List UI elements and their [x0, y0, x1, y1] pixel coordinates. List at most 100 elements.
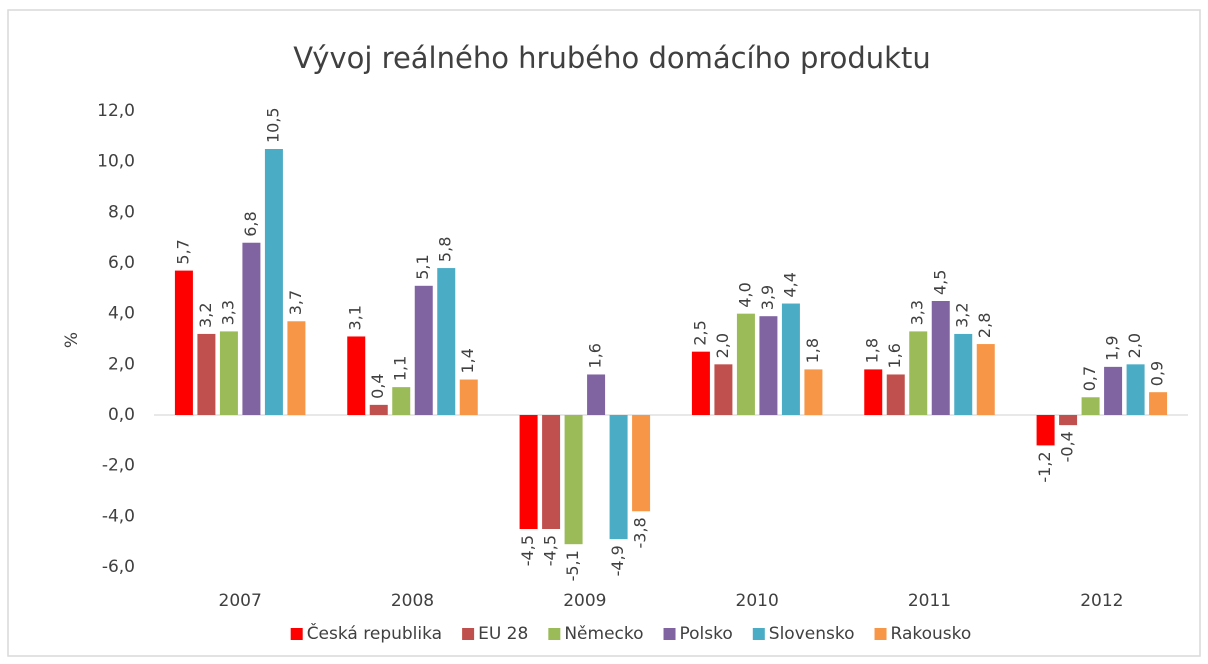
- bar: [1104, 366, 1123, 415]
- data-label: -5,1: [563, 550, 582, 581]
- data-label: 3,2: [196, 302, 215, 327]
- chart-title: Vývoj reálného hrubého domácího produktu: [293, 41, 930, 75]
- bar: [954, 333, 973, 415]
- bar: [219, 331, 238, 415]
- data-label: 1,8: [803, 338, 822, 363]
- data-label: 4,5: [930, 270, 949, 295]
- bar: [414, 285, 433, 415]
- data-label: 1,8: [863, 338, 882, 363]
- data-label: -4,5: [518, 535, 537, 566]
- data-label: 2,0: [713, 333, 732, 358]
- chart-frame: [7, 9, 1201, 657]
- data-label: 0,9: [1148, 361, 1167, 386]
- bar: [264, 149, 283, 415]
- bar: [1081, 397, 1100, 415]
- legend-label: EU 28: [478, 624, 528, 644]
- bar: [1059, 415, 1078, 426]
- bar: [886, 374, 905, 415]
- legend-swatch: [290, 628, 303, 640]
- bar: [804, 369, 823, 415]
- data-label: 3,7: [286, 290, 305, 315]
- data-label: 1,9: [1103, 335, 1122, 360]
- data-label: 3,3: [218, 300, 237, 325]
- y-tick-label: 6,0: [108, 253, 135, 273]
- bar: [1126, 364, 1145, 415]
- y-tick-label: -2,0: [102, 456, 135, 476]
- legend-label: Slovensko: [769, 624, 855, 644]
- data-label: 0,4: [368, 373, 387, 398]
- legend-swatch: [874, 628, 887, 640]
- x-tick-label: 2011: [908, 591, 951, 611]
- bar: [437, 268, 456, 415]
- legend-label: Česká republika: [307, 622, 442, 644]
- data-label: 6,8: [241, 211, 260, 236]
- bar: [369, 404, 388, 415]
- bar: [759, 316, 778, 415]
- x-tick-label: 2010: [736, 591, 779, 611]
- data-label: 2,5: [690, 320, 709, 345]
- data-label: 2,8: [975, 313, 994, 338]
- x-tick-label: 2008: [391, 591, 434, 611]
- y-tick-label: 12,0: [97, 101, 135, 121]
- bar: [197, 333, 216, 415]
- data-label: 1,4: [458, 348, 477, 373]
- data-label: 1,6: [885, 343, 904, 368]
- bar: [632, 415, 651, 512]
- data-label: -4,9: [608, 545, 627, 576]
- bar: [174, 270, 193, 415]
- bar: [287, 321, 306, 415]
- data-label: -1,2: [1035, 451, 1054, 482]
- data-label: 3,3: [908, 300, 927, 325]
- y-tick-label: 4,0: [108, 304, 135, 324]
- legend-swatch: [548, 628, 561, 640]
- legend-swatch: [752, 628, 765, 640]
- data-label: 1,6: [586, 343, 605, 368]
- data-label: 5,8: [436, 237, 455, 262]
- data-label: 4,4: [780, 272, 799, 297]
- bar: [242, 242, 261, 415]
- bar: [347, 336, 366, 415]
- data-label: 3,2: [953, 302, 972, 327]
- bar: [392, 387, 411, 415]
- data-label: 0,7: [1080, 366, 1099, 391]
- bar: [909, 331, 928, 415]
- legend-label: Německo: [564, 624, 643, 644]
- data-label: 2,0: [1125, 333, 1144, 358]
- bar: [931, 301, 950, 415]
- y-tick-label: -6,0: [102, 557, 135, 577]
- bar: [519, 415, 538, 529]
- y-tick-label: 2,0: [108, 354, 135, 374]
- legend-label: Polsko: [680, 624, 733, 644]
- bar: [736, 313, 755, 415]
- bar: [691, 351, 710, 415]
- bar: [542, 415, 561, 529]
- data-label: 3,9: [758, 285, 777, 310]
- legend-swatch: [462, 628, 475, 640]
- data-label: 10,5: [263, 107, 282, 143]
- x-tick-label: 2007: [219, 591, 262, 611]
- bar: [587, 374, 606, 415]
- data-label: 3,1: [346, 305, 365, 330]
- y-tick-label: 0,0: [108, 405, 135, 425]
- data-label: 5,1: [413, 254, 432, 279]
- x-tick-label: 2012: [1080, 591, 1123, 611]
- bar: [609, 415, 628, 540]
- bar: [1036, 415, 1055, 446]
- y-tick-label: 8,0: [108, 202, 135, 222]
- data-label: -4,5: [541, 535, 560, 566]
- bar: [976, 344, 995, 415]
- data-label: -3,8: [631, 517, 650, 548]
- y-axis-label: %: [62, 332, 82, 348]
- legend-label: Rakousko: [891, 624, 972, 644]
- x-tick-label: 2009: [563, 591, 606, 611]
- bar: [714, 364, 733, 415]
- y-tick-label: -4,0: [102, 506, 135, 526]
- legend-swatch: [663, 628, 676, 640]
- data-label: 1,1: [391, 356, 410, 381]
- bar: [1149, 392, 1168, 415]
- bar: [864, 369, 883, 415]
- bar: [459, 379, 478, 415]
- y-tick-label: 10,0: [97, 152, 135, 172]
- bar: [781, 303, 800, 415]
